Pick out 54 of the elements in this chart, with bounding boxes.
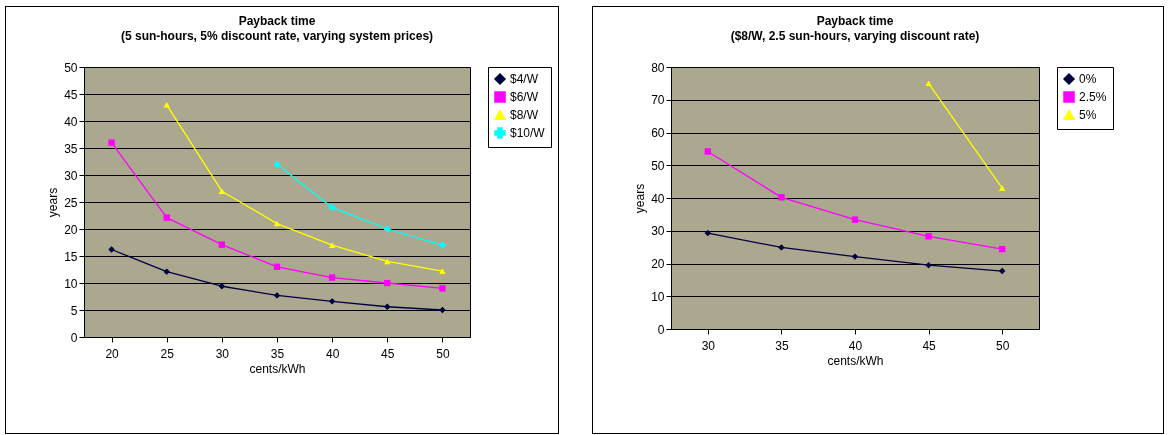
y-tick-label: 25 bbox=[64, 195, 78, 210]
y-tick-label: 5 bbox=[70, 303, 78, 318]
chart-title: Payback time bbox=[816, 14, 894, 28]
point bbox=[439, 268, 446, 274]
x-axis-title: cents/kWh bbox=[249, 361, 306, 376]
y-tick-label: 0 bbox=[657, 322, 665, 337]
y-tick-label: 15 bbox=[64, 249, 78, 264]
point bbox=[108, 246, 115, 253]
x-tick-label: 40 bbox=[325, 346, 340, 361]
chart-subtitle: ($8/W, 2.5 sun-hours, varying discount rate) bbox=[730, 29, 980, 43]
y-tick-label: 20 bbox=[651, 257, 665, 271]
y-tick-label: 40 bbox=[651, 191, 665, 206]
y-tick-label: 35 bbox=[64, 141, 78, 156]
point bbox=[108, 139, 115, 146]
y-tick-label: 45 bbox=[64, 87, 78, 102]
point bbox=[778, 194, 785, 201]
chart-title: Payback time bbox=[238, 14, 316, 28]
point bbox=[925, 233, 932, 240]
y-tick-label: 80 bbox=[651, 60, 665, 75]
y-tick-label: 50 bbox=[651, 158, 665, 173]
y-tick-label: 0 bbox=[70, 330, 78, 345]
x-tick-label: 35 bbox=[775, 338, 789, 353]
y-tick-label: 10 bbox=[651, 289, 665, 304]
x-tick-label: 35 bbox=[270, 346, 285, 361]
y-axis-title: years bbox=[633, 183, 648, 214]
y-tick-label: 50 bbox=[64, 60, 78, 75]
point bbox=[439, 285, 446, 292]
legend-label: 2.5% bbox=[1079, 90, 1107, 104]
x-axis-title: cents/kWh bbox=[827, 353, 884, 368]
x-tick-label: 45 bbox=[381, 346, 395, 361]
legend-label: $6/W bbox=[510, 90, 539, 104]
point bbox=[778, 244, 785, 251]
x-tick-label: 30 bbox=[215, 346, 230, 361]
y-tick-label: 30 bbox=[64, 168, 78, 183]
legend-label: $4/W bbox=[510, 72, 539, 86]
x-tick-label: 50 bbox=[996, 338, 1010, 353]
legend-label: 5% bbox=[1079, 108, 1097, 122]
y-tick-label: 70 bbox=[651, 93, 665, 108]
x-tick-label: 50 bbox=[436, 346, 450, 361]
x-tick-label: 20 bbox=[105, 346, 120, 361]
y-tick-label: 60 bbox=[651, 126, 665, 140]
y-axis-title: years bbox=[46, 187, 61, 218]
x-tick-label: 40 bbox=[848, 338, 863, 353]
x-tick-label: 25 bbox=[160, 346, 175, 361]
legend-label: $10/W bbox=[510, 126, 546, 140]
y-tick-label: 40 bbox=[64, 114, 78, 129]
legend-label: $8/W bbox=[510, 108, 539, 122]
y-tick-label: 30 bbox=[651, 224, 665, 239]
chart-subtitle: (5 sun-hours, 5% discount rate, varying system prices) bbox=[120, 29, 434, 43]
legend-label: 0% bbox=[1079, 72, 1097, 86]
y-tick-label: 10 bbox=[64, 276, 78, 291]
y-tick-label: 20 bbox=[64, 222, 78, 237]
x-tick-label: 45 bbox=[922, 338, 937, 353]
x-tick-label: 30 bbox=[701, 338, 716, 353]
